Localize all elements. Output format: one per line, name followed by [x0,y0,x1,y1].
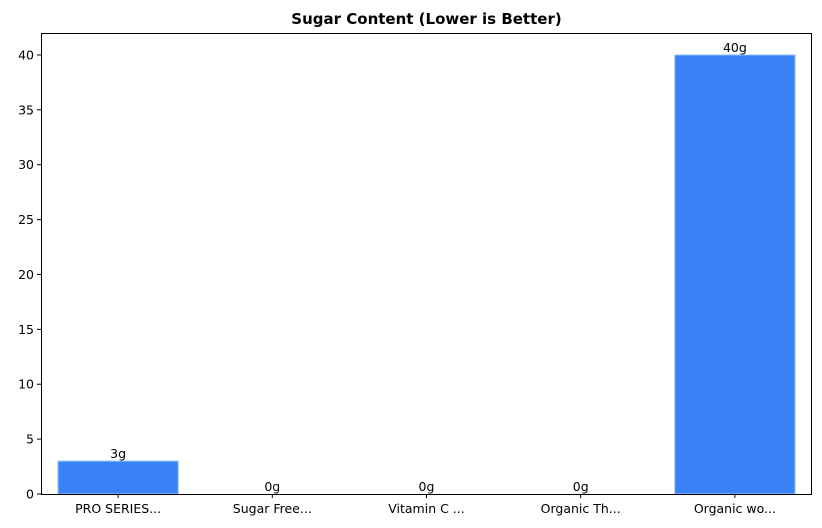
plot-frame [41,33,812,495]
y-axis: 0 5 10 15 20 25 30 35 40 [18,47,41,502]
bar [674,54,796,495]
y-tick-label: 5 [26,432,34,447]
bars-layer [57,54,796,495]
x-axis: PRO SERIES... Sugar Free... Vitamin C ... O… [75,494,776,516]
x-tick-label: Vitamin C ... [388,501,464,516]
y-tick-label: 0 [26,487,34,502]
x-tick-label: Organic wo... [694,501,776,516]
y-tick-label: 25 [18,212,34,227]
bar-value-label: 0g [264,479,280,494]
x-tick-label: PRO SERIES... [75,501,161,516]
bar-value-label: 40g [723,40,747,55]
data-labels-layer: 3g 0g 0g 0g 40g [110,40,747,494]
chart-title: Sugar Content (Lower is Better) [291,10,561,28]
x-tick-label: Organic Th... [541,501,621,516]
y-tick-label: 40 [18,47,34,62]
y-tick-label: 35 [18,102,34,117]
y-tick-label: 15 [18,322,34,337]
bar-value-label: 0g [419,479,435,494]
bar-value-label: 3g [110,446,126,461]
y-tick-label: 10 [18,377,34,392]
y-tick-label: 30 [18,157,34,172]
x-tick-label: Sugar Free... [233,501,312,516]
bar-value-label: 0g [573,479,589,494]
bar [57,460,179,495]
y-tick-label: 20 [18,267,34,282]
